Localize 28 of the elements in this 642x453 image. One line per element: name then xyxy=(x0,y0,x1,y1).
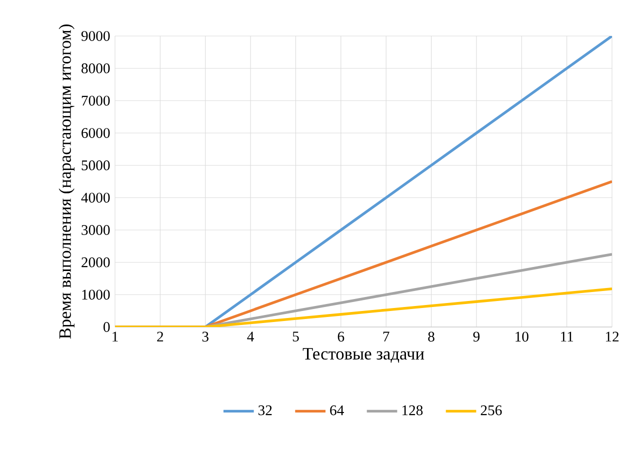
y-tick-label: 3000 xyxy=(82,225,110,235)
x-tick-label: 2 xyxy=(157,332,164,342)
y-tick-label: 6000 xyxy=(82,128,110,138)
legend-label: 256 xyxy=(480,405,502,416)
x-axis-title: Тестовые задачи xyxy=(302,348,424,363)
x-tick-label: 8 xyxy=(428,332,434,342)
legend-label: 64 xyxy=(330,405,344,416)
y-axis-title: Время выполнения (нарастающим итогом) xyxy=(58,24,74,339)
y-tick-label: 9000 xyxy=(81,31,110,41)
y-tick-label: 4000 xyxy=(81,192,110,203)
x-tick-label: 10 xyxy=(516,332,528,342)
x-tick-label: 4 xyxy=(247,332,254,342)
x-tick-label: 6 xyxy=(338,332,344,342)
x-tick-label: 7 xyxy=(383,332,390,342)
y-tick-label: 7000 xyxy=(82,96,110,106)
x-tick-label: 11 xyxy=(561,332,573,342)
y-tick-label: 8000 xyxy=(82,63,110,74)
x-tick-label: 5 xyxy=(292,332,299,342)
y-tick-label: 0 xyxy=(104,322,110,332)
x-tick-label: 3 xyxy=(202,332,208,342)
x-tick-label: 1 xyxy=(112,332,118,342)
x-tick-label: 12 xyxy=(606,332,619,342)
x-tick-label: 9 xyxy=(473,332,480,342)
y-tick-label: 5000 xyxy=(82,160,110,170)
y-tick-label: 2000 xyxy=(82,257,110,268)
legend-label: 32 xyxy=(258,405,272,416)
y-tick-label: 1000 xyxy=(82,290,110,300)
legend-label: 128 xyxy=(402,405,423,416)
